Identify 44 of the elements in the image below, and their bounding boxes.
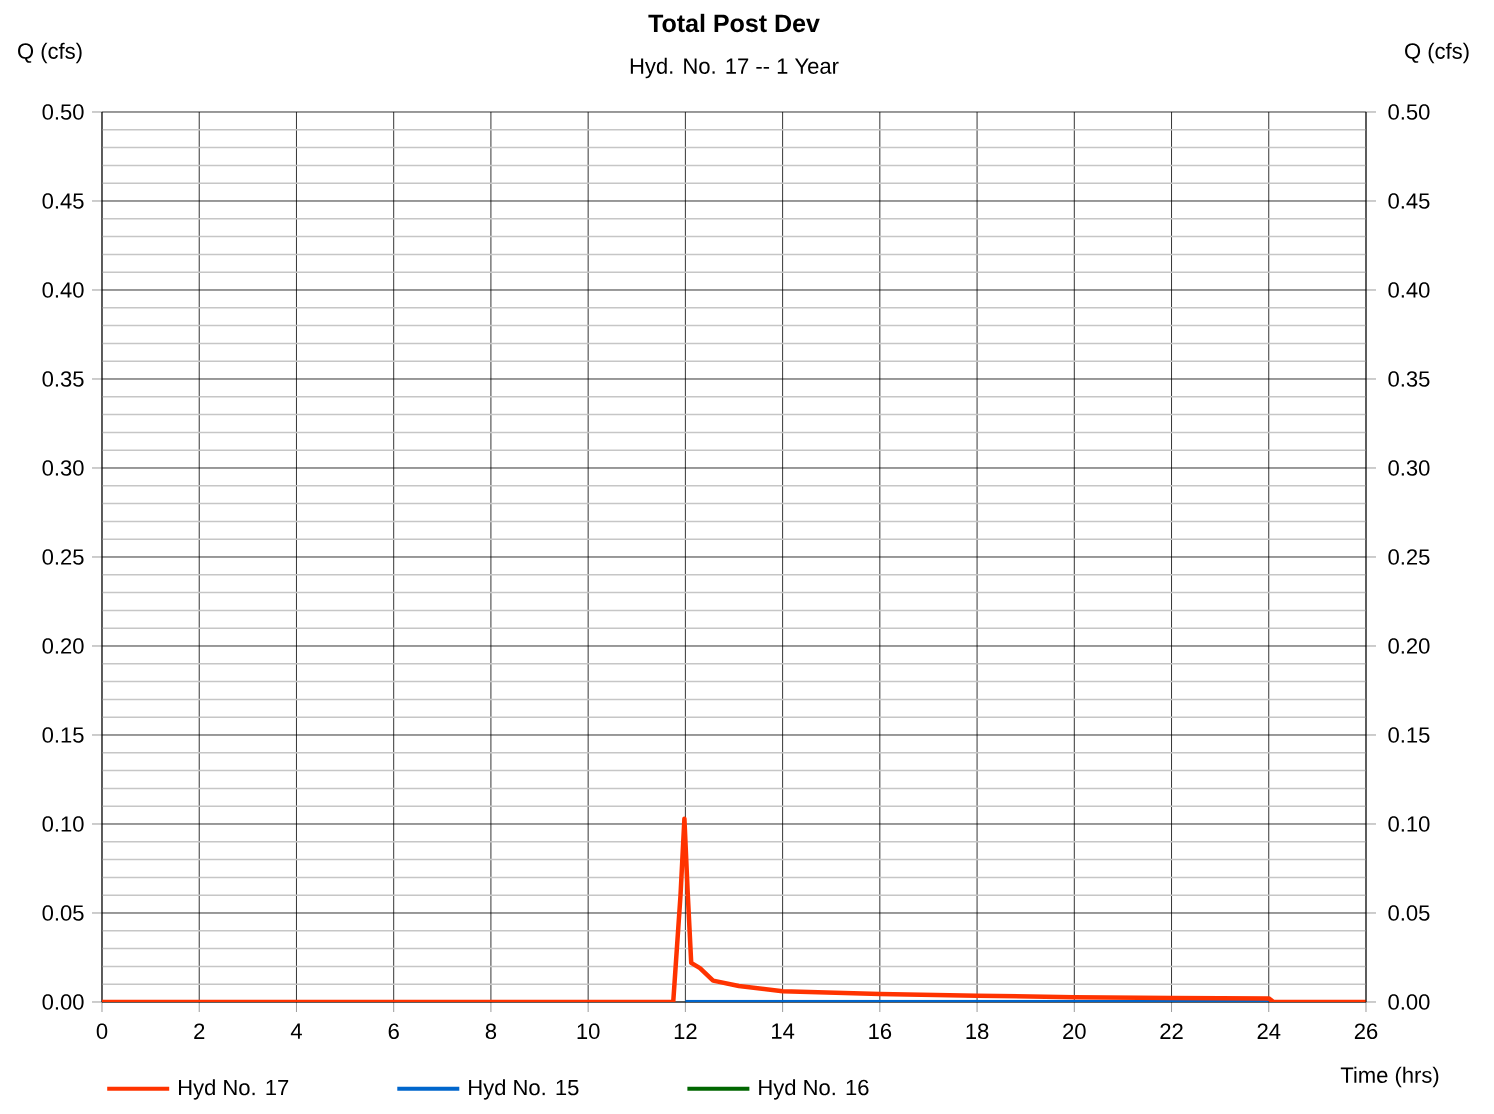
x-tick-label: 6	[388, 1023, 399, 1040]
x-tick-label: 18	[966, 1023, 989, 1040]
x-tick-label: 12	[674, 1023, 697, 1039]
legend-label: Hyd No. 17	[179, 1079, 289, 1100]
y2-tick-label: 0.25	[1388, 549, 1430, 565]
chart-title: Total Post Dev	[648, 13, 820, 33]
x-tick-label: 4	[290, 1023, 302, 1039]
chart-subtitle: Hyd. No. 17 -- 1 Year	[630, 57, 839, 79]
x-tick-label: 0	[96, 1023, 108, 1040]
y2-tick-label: 0.30	[1388, 460, 1430, 476]
y-tick-label: 0.35	[42, 371, 84, 387]
x-tick-label: 24	[1257, 1023, 1281, 1039]
x-tick-label: 10	[577, 1023, 600, 1040]
y2-tick-label: 0.40	[1388, 282, 1430, 298]
x-tick-label: 2	[194, 1023, 205, 1039]
y-tick-label: 0.05	[42, 905, 84, 921]
y2-tick-label: 0.50	[1388, 104, 1430, 120]
x-tick-label: 20	[1063, 1023, 1086, 1040]
y-tick-label: 0.15	[42, 727, 84, 743]
x-axis-title: Time (hrs)	[1340, 1066, 1439, 1088]
y2-axis-title: Q (cfs)	[1405, 42, 1469, 64]
y-tick-label: 0.25	[42, 549, 84, 565]
y2-tick-label: 0.05	[1388, 905, 1430, 921]
y-tick-label: 0.30	[42, 460, 84, 476]
y2-tick-label: 0.10	[1388, 816, 1430, 832]
y-tick-label: 0.10	[42, 816, 84, 832]
x-tick-label: 26	[1354, 1023, 1378, 1040]
y2-tick-label: 0.45	[1388, 193, 1430, 209]
y2-tick-label: 0.20	[1388, 638, 1430, 654]
y-axis-title: Q (cfs)	[18, 42, 82, 64]
x-tick-label: 14	[772, 1023, 795, 1039]
x-tick-label: 16	[869, 1023, 892, 1040]
y-tick-label: 0.40	[42, 282, 84, 298]
x-tick-label: 8	[485, 1023, 497, 1040]
y2-tick-label: 0.00	[1388, 994, 1430, 1010]
y-tick-label: 0.45	[42, 193, 84, 209]
y2-tick-label: 0.15	[1388, 727, 1430, 743]
y-tick-label: 0.50	[42, 104, 84, 120]
y-tick-label: 0.00	[42, 994, 84, 1010]
legend-label: Hyd No. 16	[759, 1079, 869, 1100]
x-tick-label: 22	[1160, 1023, 1183, 1039]
legend-label: Hyd No. 15	[469, 1079, 579, 1100]
y-tick-label: 0.20	[42, 638, 84, 654]
y2-tick-label: 0.35	[1388, 371, 1430, 387]
